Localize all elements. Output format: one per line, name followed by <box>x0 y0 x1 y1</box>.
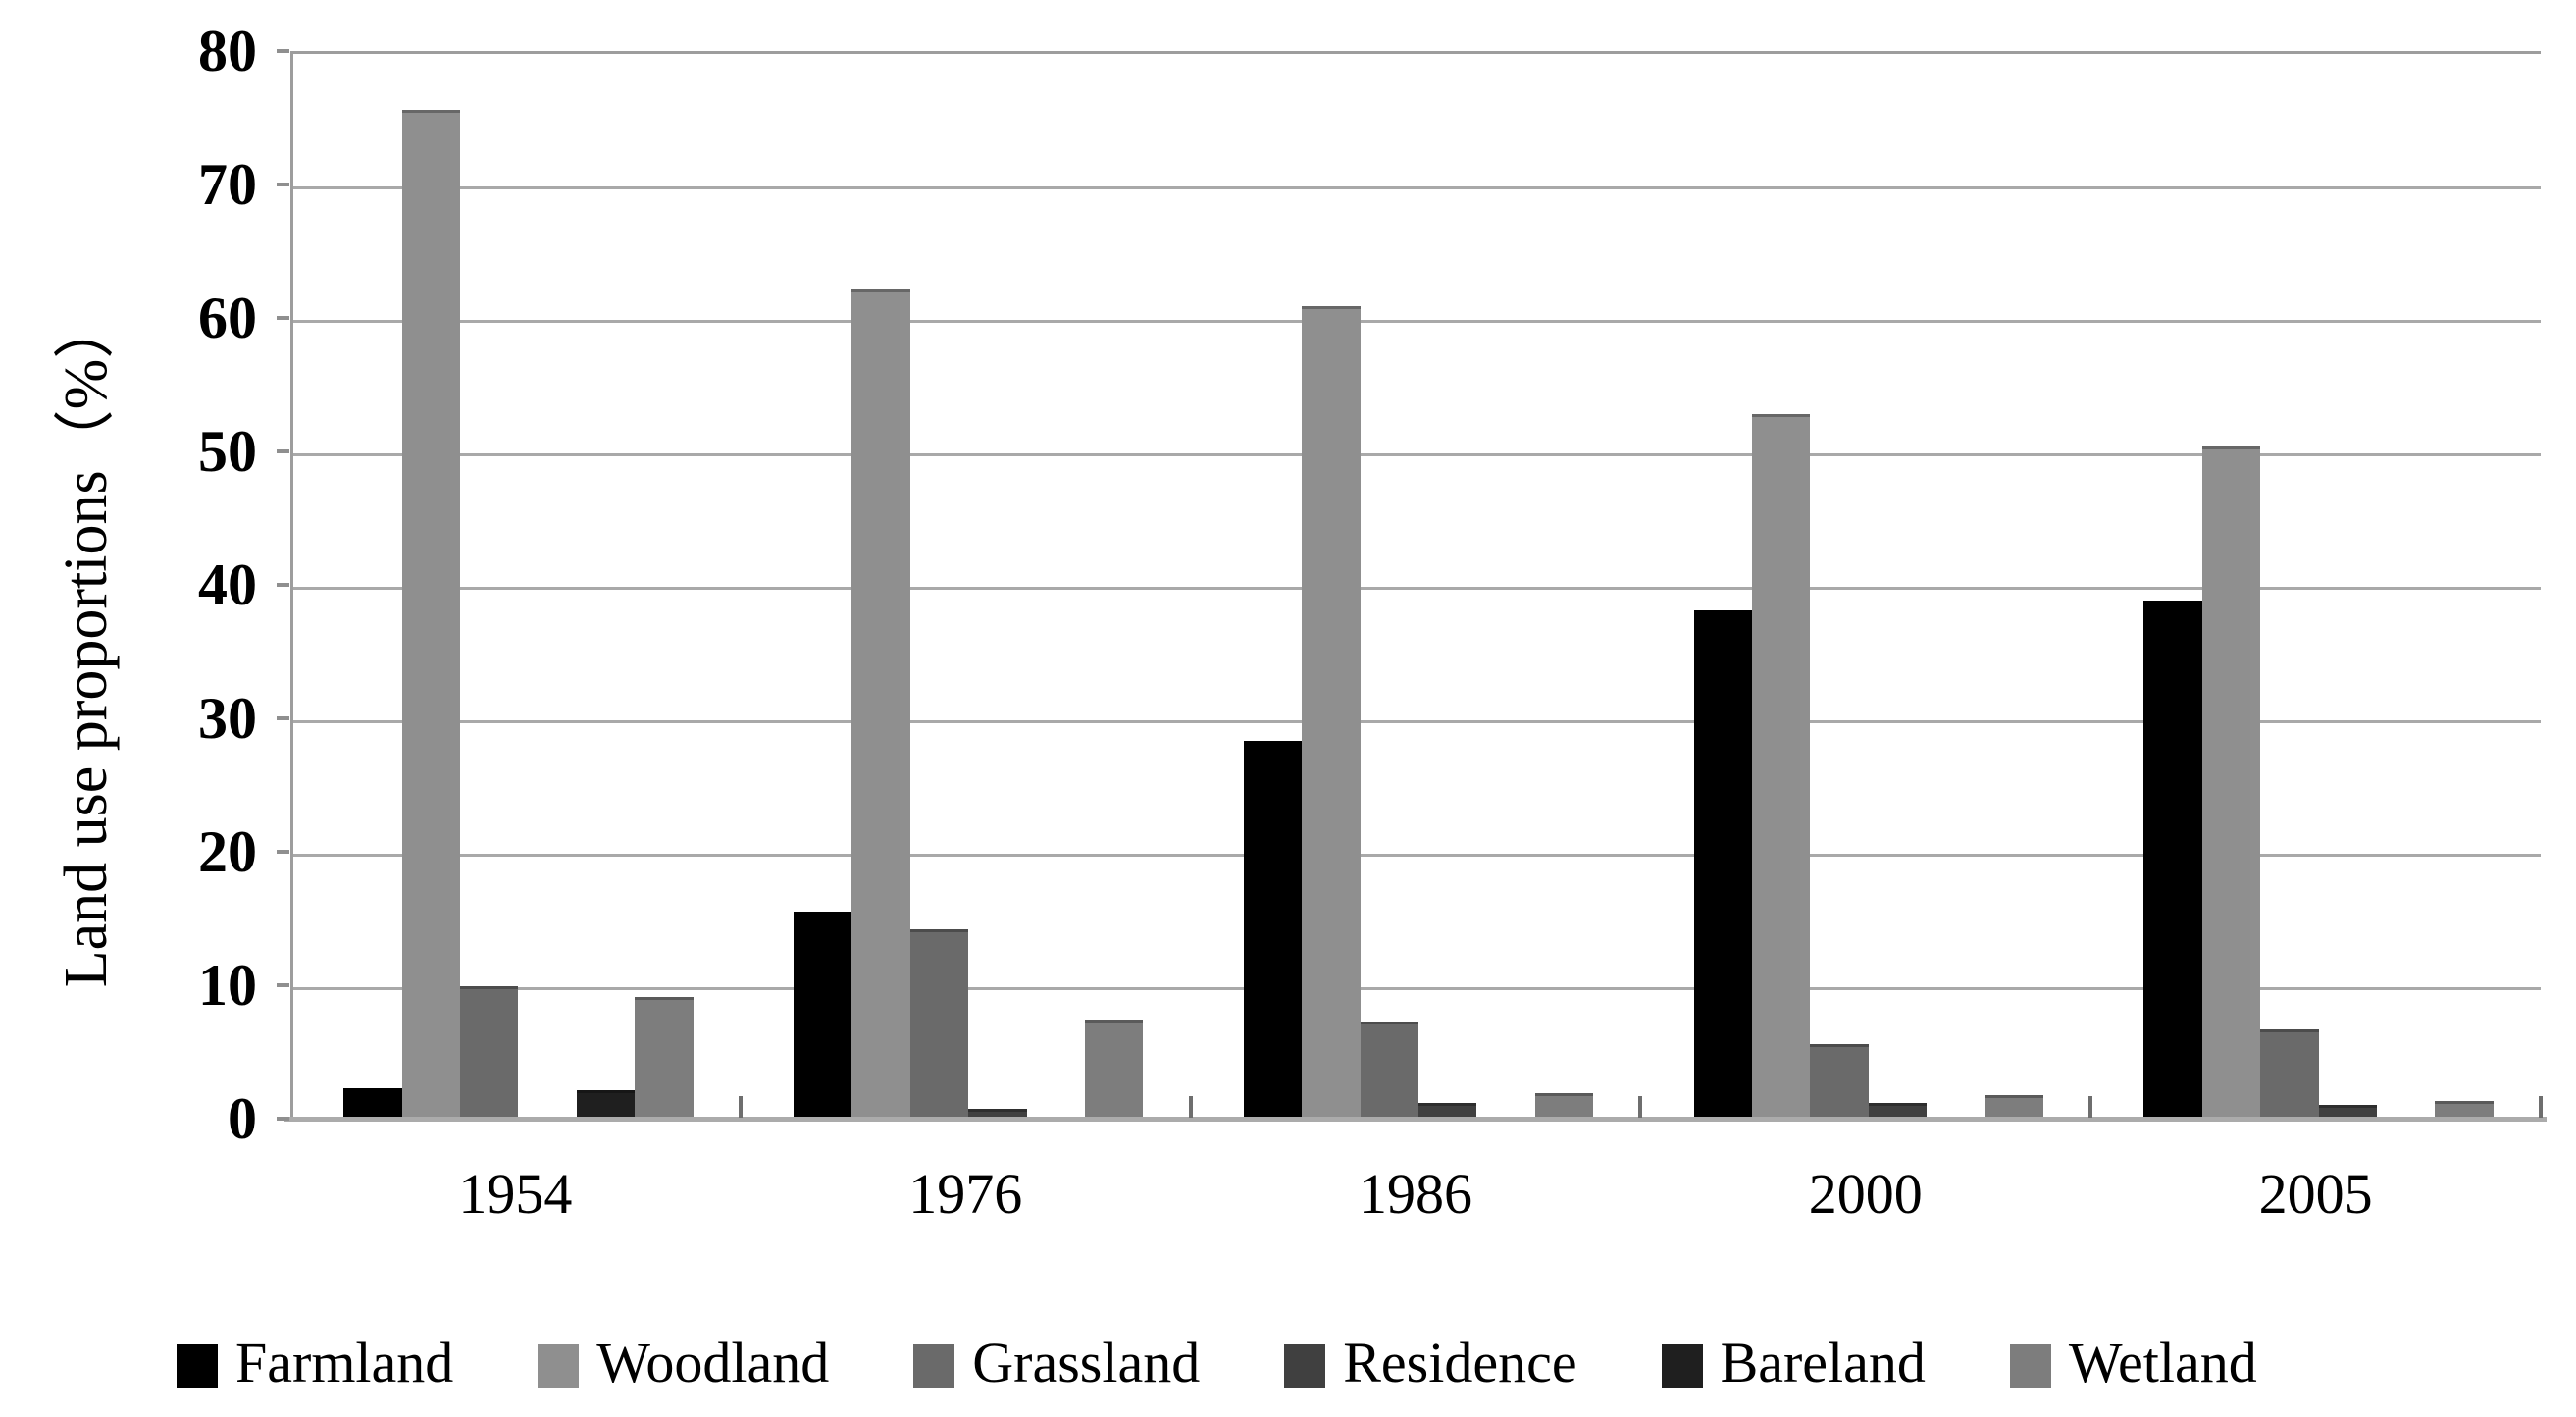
x-tick-label-1976: 1976 <box>908 1162 1023 1226</box>
bar-grassland-1954 <box>460 986 519 1119</box>
plot-area <box>290 51 2541 1119</box>
bar-woodland-1986 <box>1302 305 1361 1119</box>
y-tick-label-10: 10 <box>198 953 257 1018</box>
x-tick-label-2005: 2005 <box>2258 1162 2373 1226</box>
category-boundary-tick <box>2088 1096 2093 1118</box>
legend-swatch-woodland <box>538 1344 580 1388</box>
gridline-y-30 <box>293 720 2541 723</box>
x-tick-label-1954: 1954 <box>458 1162 573 1226</box>
y-tick-label-60: 60 <box>198 286 257 350</box>
legend-swatch-grassland <box>913 1344 955 1388</box>
y-tick-label-80: 80 <box>198 19 257 83</box>
bar-wetland-2005 <box>2435 1101 2494 1119</box>
legend-swatch-farmland <box>177 1344 218 1388</box>
category-boundary-tick <box>1638 1096 1643 1118</box>
bar-wetland-2000 <box>1984 1094 2043 1119</box>
bar-farmland-2005 <box>2143 601 2202 1119</box>
legend-swatch-wetland <box>2009 1344 2051 1388</box>
bar-farmland-2000 <box>1693 609 1752 1119</box>
bar-farmland-1976 <box>794 912 852 1119</box>
bar-bareland-1954 <box>576 1090 636 1119</box>
bar-grassland-2005 <box>2260 1028 2319 1119</box>
y-axis-tick <box>277 316 289 320</box>
legend-item-residence: Residence <box>1284 1329 1577 1397</box>
y-tick-label-40: 40 <box>198 552 257 617</box>
bar-grassland-2000 <box>1810 1043 1869 1119</box>
legend-label-grassland: Grassland <box>972 1331 1201 1394</box>
gridline-y-10 <box>293 987 2541 990</box>
legend-swatch-residence <box>1284 1344 1326 1388</box>
bar-wetland-1976 <box>1085 1020 1144 1119</box>
bar-farmland-1986 <box>1243 741 1303 1119</box>
bar-grassland-1976 <box>909 928 969 1119</box>
gridline-y-70 <box>293 186 2541 189</box>
bar-residence-2005 <box>2318 1105 2377 1119</box>
y-tick-label-30: 30 <box>198 686 257 751</box>
gridline-y-20 <box>293 854 2541 857</box>
legend-item-farmland: Farmland <box>177 1329 453 1397</box>
bar-residence-1986 <box>1418 1102 1477 1119</box>
y-tick-label-70: 70 <box>198 152 257 217</box>
legend-label-bareland: Bareland <box>1720 1331 1926 1394</box>
legend-item-wetland: Wetland <box>2009 1329 2257 1397</box>
y-tick-label-20: 20 <box>198 819 257 884</box>
bar-residence-2000 <box>1868 1102 1928 1119</box>
bar-woodland-2005 <box>2201 446 2261 1119</box>
category-boundary-tick <box>738 1096 743 1118</box>
x-axis-line <box>284 1117 2547 1122</box>
legend-swatch-bareland <box>1661 1344 1703 1388</box>
y-axis-tick <box>277 183 289 186</box>
bar-wetland-1986 <box>1534 1093 1594 1119</box>
gridline-y-50 <box>293 453 2541 456</box>
y-axis-tick <box>277 1117 289 1121</box>
y-axis-tick <box>277 850 289 854</box>
legend-label-farmland: Farmland <box>235 1331 454 1394</box>
chart-legend: Farmland Woodland Grassland Residence Barela… <box>177 1329 2531 1397</box>
category-boundary-tick <box>2539 1096 2543 1118</box>
bar-farmland-1954 <box>343 1087 402 1119</box>
legend-label-residence: Residence <box>1343 1331 1577 1394</box>
legend-label-woodland: Woodland <box>596 1331 830 1394</box>
category-boundary-tick <box>1188 1096 1193 1118</box>
legend-label-wetland: Wetland <box>2068 1331 2257 1394</box>
y-axis-tick <box>277 716 289 720</box>
bar-residence-1976 <box>968 1109 1027 1119</box>
x-tick-label-2000: 2000 <box>1808 1162 1923 1226</box>
gridline-y-40 <box>293 587 2541 590</box>
y-axis-tick <box>277 449 289 453</box>
bar-woodland-2000 <box>1752 413 1811 1119</box>
y-tick-label-0: 0 <box>228 1086 257 1151</box>
bar-wetland-1954 <box>635 997 694 1119</box>
legend-item-woodland: Woodland <box>538 1329 829 1397</box>
gridline-y-60 <box>293 320 2541 323</box>
bar-woodland-1954 <box>401 109 460 1119</box>
legend-item-bareland: Bareland <box>1661 1329 1926 1397</box>
legend-item-grassland: Grassland <box>913 1329 1200 1397</box>
x-tick-label-1986: 1986 <box>1359 1162 1472 1226</box>
y-axis-tick <box>277 49 289 53</box>
y-tick-label-50: 50 <box>198 419 257 484</box>
y-axis-tick <box>277 583 289 587</box>
bar-woodland-1976 <box>851 289 910 1119</box>
y-axis-tick <box>277 983 289 987</box>
bar-grassland-1986 <box>1360 1021 1418 1119</box>
